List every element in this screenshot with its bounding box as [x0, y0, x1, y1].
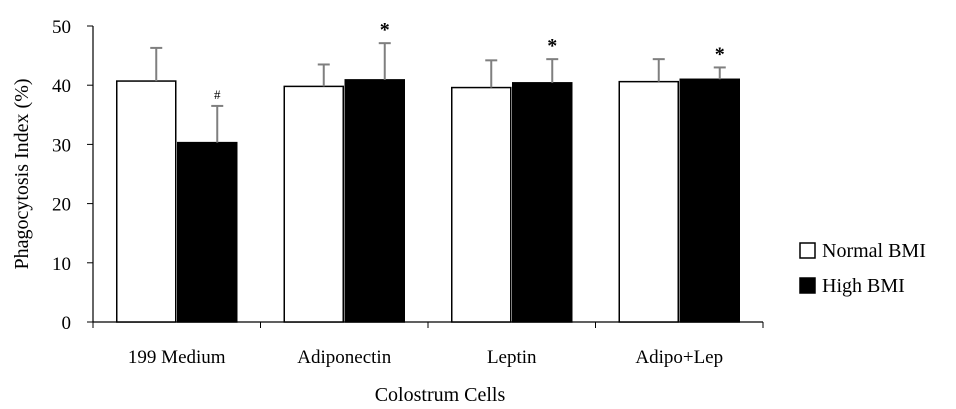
y-axis-title: Phagocytosis Index (%) [11, 78, 33, 269]
y-tick-label: 50 [52, 17, 71, 38]
bar-high-bmi [177, 141, 238, 323]
x-tick-label: Leptin [487, 347, 537, 368]
x-tick-label: 199 Medium [128, 347, 226, 368]
bar-high-bmi [512, 82, 573, 323]
y-tick-label: 10 [52, 254, 71, 275]
legend-swatch [799, 277, 816, 294]
y-tick-label: 0 [62, 313, 72, 334]
x-tick-label: Adiponectin [297, 347, 391, 368]
bar-high-bmi [679, 78, 740, 323]
legend-label: High BMI [822, 275, 905, 297]
bar-normal-bmi [283, 85, 344, 323]
significance-marker: # [214, 87, 221, 102]
y-tick-label: 30 [52, 135, 71, 156]
legend: Normal BMI High BMI [799, 240, 926, 297]
x-axis-title: Colostrum Cells [375, 384, 506, 406]
bar-normal-bmi [618, 80, 679, 323]
x-tick-label: Adipo+Lep [635, 347, 723, 368]
axes: 0 10 20 30 40 50 199 Medium Adiponectin Leptin Ad… [52, 17, 764, 368]
bar-normal-bmi [116, 80, 177, 323]
annotations: # * * * [214, 19, 725, 102]
legend-swatch [799, 242, 816, 259]
significance-marker: * [380, 19, 390, 41]
significance-marker: * [547, 35, 557, 57]
y-tick-label: 20 [52, 195, 71, 216]
bars [116, 42, 740, 323]
legend-label: Normal BMI [822, 240, 926, 262]
significance-marker: * [715, 43, 725, 65]
bar-high-bmi [344, 79, 405, 323]
bar-normal-bmi [451, 86, 512, 323]
y-tick-label: 40 [52, 76, 71, 97]
